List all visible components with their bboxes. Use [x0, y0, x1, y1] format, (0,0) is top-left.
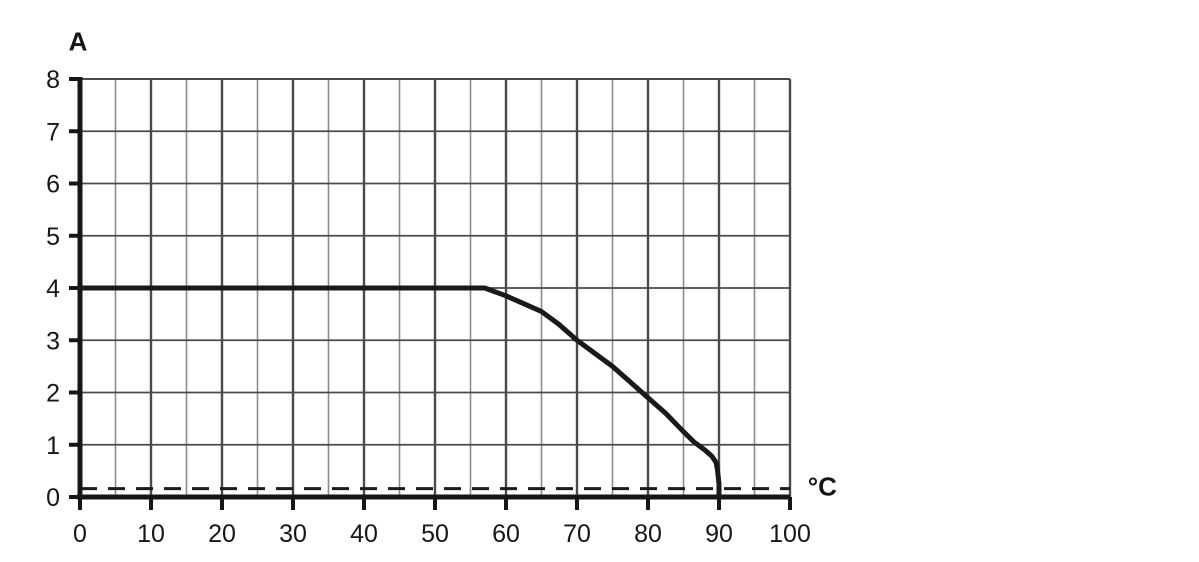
x-tick-label: 20: [208, 520, 236, 548]
y-tick-label: 2: [46, 380, 60, 408]
derating-curve-path: [77, 285, 722, 500]
y-tick-label: 3: [46, 327, 60, 355]
y-tick-label: 8: [46, 66, 60, 94]
x-tick-label: 40: [350, 520, 378, 548]
y-tick-label: 7: [46, 118, 60, 146]
y-axis-tick-labels: 0 1 2 3 4 5 6 7 8: [46, 66, 60, 512]
x-tick-label: 50: [421, 520, 449, 548]
y-tick-label: 1: [46, 432, 60, 460]
plot-area-border: [80, 78, 791, 497]
x-axis-ticks: [78, 497, 792, 510]
y-tick-label: 4: [46, 275, 60, 303]
x-tick-label: 60: [492, 520, 520, 548]
x-tick-label: 70: [563, 520, 591, 548]
y-tick-label: 6: [46, 171, 60, 199]
x-axis-tick-labels: 0 10 20 30 40 50 60 70 80 90 100: [73, 520, 811, 548]
x-tick-label: 90: [705, 520, 733, 548]
x-tick-label: 30: [279, 520, 307, 548]
x-axis-unit-label: °C: [808, 472, 837, 502]
y-tick-label: 5: [46, 223, 60, 251]
y-axis-unit-label: A: [69, 26, 88, 56]
x-tick-label: 100: [769, 520, 811, 548]
x-tick-label: 80: [634, 520, 662, 548]
x-tick-label: 0: [73, 520, 87, 548]
x-tick-label: 10: [137, 520, 165, 548]
y-tick-label: 0: [46, 484, 60, 512]
